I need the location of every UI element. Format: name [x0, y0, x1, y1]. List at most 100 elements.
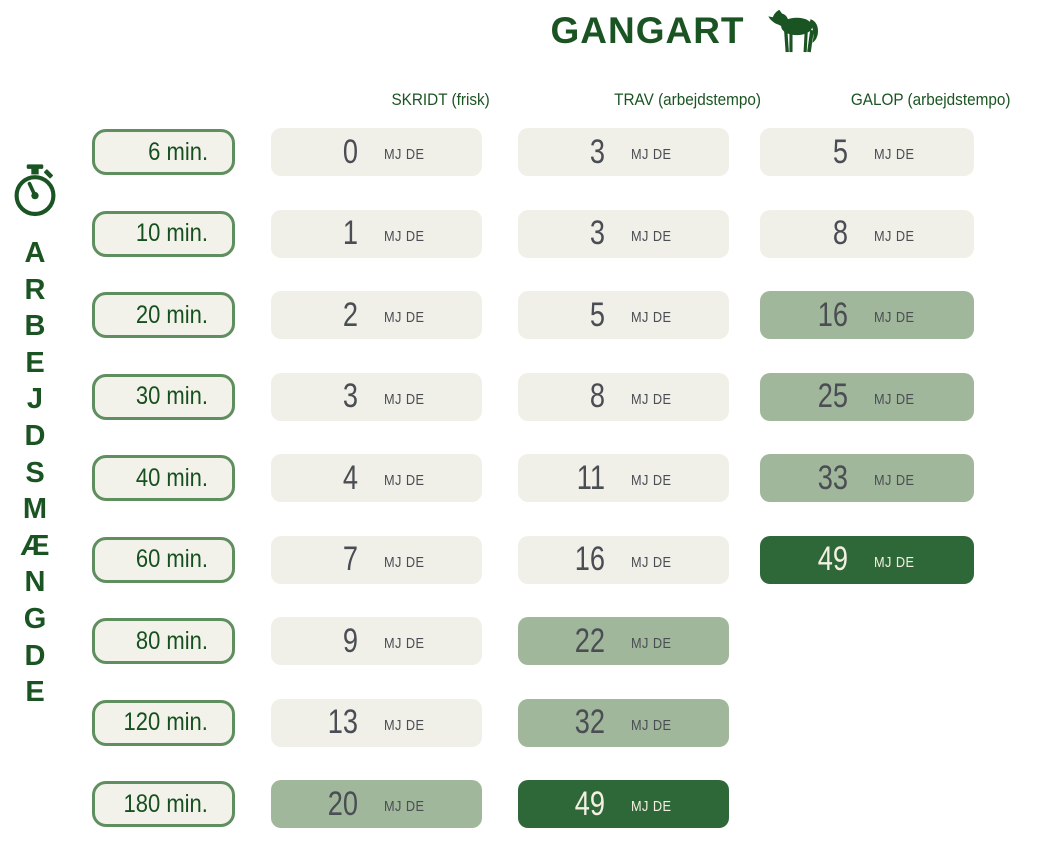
empty-cell [760, 780, 974, 828]
value-cell: 11 MJ DE [518, 454, 729, 502]
value-cell: 5 MJ DE [760, 128, 974, 176]
workload-letter: D [24, 639, 46, 672]
value-unit: MJ DE [383, 146, 424, 163]
value-unit: MJ DE [874, 227, 915, 245]
time-label: 20 min. [135, 300, 208, 329]
time-button[interactable]: 60 min. [92, 536, 235, 583]
value-unit: MJ DE [630, 146, 671, 163]
value-number: 7 [342, 540, 358, 578]
value-number: 9 [342, 621, 358, 660]
value-cell: 20 MJ DE [271, 780, 482, 828]
column-header-galop: GALOP (arbejdstempo) [851, 90, 1011, 109]
time-button[interactable]: 30 min. [92, 373, 235, 420]
value-number: 22 [574, 621, 605, 660]
horse-icon [765, 9, 823, 53]
value-unit: MJ DE [874, 472, 915, 489]
workload-letter: Æ [20, 529, 50, 562]
time-button[interactable]: 10 min. [92, 210, 235, 257]
value-number: 20 [327, 784, 358, 823]
title-bar: GANGART [335, 6, 1038, 56]
table-row: 20 min. 2 MJ DE 5 MJ DE 16 MJ DE [92, 291, 1048, 339]
value-unit: MJ DE [630, 309, 671, 326]
value-cell: 22 MJ DE [518, 617, 729, 665]
value-cell: 8 MJ DE [760, 209, 974, 258]
value-number: 3 [589, 214, 605, 252]
value-unit: MJ DE [383, 472, 424, 489]
time-label: 60 min. [135, 545, 208, 573]
empty-cell [760, 617, 974, 665]
value-number: 11 [576, 458, 605, 497]
table-row: 80 min. 9 MJ DE 22 MJ DE [92, 617, 1048, 665]
workload-letter: E [25, 676, 45, 709]
value-cell: 3 MJ DE [518, 128, 729, 176]
value-cell: 0 MJ DE [271, 128, 482, 176]
value-unit: MJ DE [383, 309, 424, 326]
value-number: 49 [817, 540, 848, 578]
table-row: 180 min. 20 MJ DE 49 MJ DE [92, 780, 1048, 828]
value-cell: 8 MJ DE [518, 372, 729, 421]
value-cell: 16 MJ DE [760, 291, 974, 339]
time-button[interactable]: 180 min. [92, 781, 235, 827]
value-unit: MJ DE [874, 309, 915, 326]
value-number: 8 [589, 377, 605, 415]
workload-letter: N [24, 566, 46, 599]
value-number: 5 [589, 295, 605, 334]
empty-cell [760, 699, 974, 747]
value-cell: 49 MJ DE [760, 535, 974, 584]
value-number: 49 [574, 784, 605, 823]
value-cell: 7 MJ DE [271, 535, 482, 584]
value-unit: MJ DE [383, 553, 424, 571]
value-number: 13 [327, 703, 358, 741]
value-unit: MJ DE [630, 798, 671, 815]
value-unit: MJ DE [630, 472, 671, 489]
workload-letter: G [23, 602, 47, 635]
value-number: 16 [574, 540, 605, 578]
value-cell: 32 MJ DE [518, 698, 729, 747]
value-number: 4 [342, 458, 358, 497]
value-cell: 25 MJ DE [760, 372, 974, 421]
value-number: 8 [832, 214, 848, 252]
value-unit: MJ DE [630, 716, 671, 734]
time-label: 6 min. [148, 137, 208, 166]
time-button[interactable]: 80 min. [92, 618, 235, 664]
value-number: 0 [342, 132, 358, 171]
workload-letter: M [22, 493, 48, 526]
value-unit: MJ DE [874, 390, 915, 408]
value-cell: 2 MJ DE [271, 291, 482, 339]
value-number: 5 [832, 132, 848, 171]
workload-letter: E [25, 346, 45, 379]
value-unit: MJ DE [383, 390, 424, 408]
value-cell: 33 MJ DE [760, 454, 974, 502]
value-unit: MJ DE [383, 227, 424, 245]
value-unit: MJ DE [874, 146, 915, 163]
value-number: 32 [574, 703, 605, 741]
time-button[interactable]: 6 min. [92, 129, 235, 175]
value-number: 3 [589, 132, 605, 171]
column-header-trav: TRAV (arbejdstempo) [614, 90, 761, 109]
value-unit: MJ DE [630, 553, 671, 571]
page-title: GANGART [550, 10, 745, 51]
time-label: 120 min. [123, 708, 208, 736]
time-label: 40 min. [135, 463, 208, 492]
value-number: 3 [342, 377, 358, 415]
value-unit: MJ DE [630, 390, 671, 408]
workload-letter: D [24, 419, 46, 452]
time-button[interactable]: 40 min. [92, 455, 235, 501]
table-row: 60 min. 7 MJ DE 16 MJ DE 49 MJ DE [92, 535, 1048, 584]
value-unit: MJ DE [383, 716, 424, 734]
workload-letter: J [26, 383, 44, 416]
workload-letter: S [25, 456, 45, 489]
time-button[interactable]: 20 min. [92, 292, 235, 338]
value-cell: 1 MJ DE [271, 209, 482, 258]
value-cell: 13 MJ DE [271, 698, 482, 747]
value-unit: MJ DE [630, 227, 671, 245]
value-cell: 5 MJ DE [518, 291, 729, 339]
time-button[interactable]: 120 min. [92, 699, 235, 746]
value-number: 16 [817, 295, 848, 334]
time-label: 180 min. [123, 789, 208, 818]
value-cell: 3 MJ DE [518, 209, 729, 258]
value-cell: 4 MJ DE [271, 454, 482, 502]
